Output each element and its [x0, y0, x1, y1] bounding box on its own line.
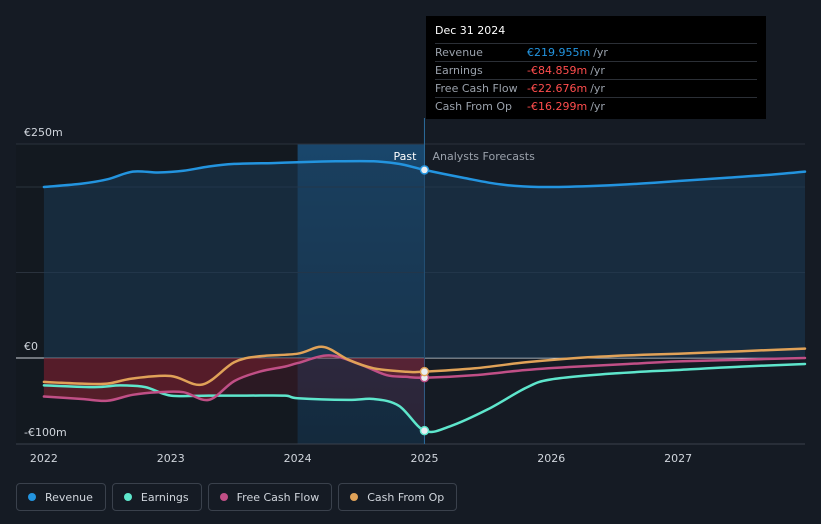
- line-earnings: [42, 362, 807, 434]
- tooltip-unit: /yr: [590, 64, 605, 77]
- legend-item-free-cash-flow[interactable]: Free Cash Flow: [207, 483, 333, 511]
- tooltip-value: -€22.676m: [527, 82, 588, 95]
- negative-area: [43, 355, 425, 401]
- y-axis-label: €250m: [24, 126, 63, 139]
- tooltip-unit: /yr: [590, 100, 605, 113]
- legend-item-cash-from-op[interactable]: Cash From Op: [338, 483, 458, 511]
- line-free-cash-flow: [42, 354, 807, 403]
- tooltip-row-earnings: Earnings -€84.859m /yr: [435, 61, 757, 79]
- marker-cash-from-op: [419, 366, 430, 377]
- tooltip: Dec 31 2024 Revenue €219.955m /yr Earnin…: [426, 16, 766, 119]
- tooltip-row-revenue: Revenue €219.955m /yr: [435, 43, 757, 61]
- line-cash-from-op: [42, 345, 807, 387]
- tooltip-label: Free Cash Flow: [435, 82, 518, 95]
- y-axis-label: €0: [24, 340, 38, 353]
- past-label: Past: [394, 150, 418, 163]
- x-tick-label: 2024: [284, 452, 312, 465]
- tooltip-unit: /yr: [593, 46, 608, 59]
- x-tick-label: 2026: [537, 452, 565, 465]
- tooltip-label: Cash From Op: [435, 100, 513, 113]
- legend-dot-icon: [350, 493, 359, 501]
- marker-earnings: [419, 425, 430, 436]
- x-tick-label: 2027: [664, 452, 692, 465]
- tooltip-value: -€84.859m: [527, 64, 588, 77]
- tooltip-label: Earnings: [435, 64, 483, 77]
- tooltip-label: Revenue: [435, 46, 483, 59]
- legend-item-earnings[interactable]: Earnings: [111, 483, 202, 511]
- legend-label: Cash From Op: [367, 490, 445, 504]
- tooltip-value: €219.955m: [527, 46, 591, 59]
- legend-dot-icon: [28, 493, 36, 501]
- legend-label: Revenue: [45, 490, 93, 504]
- legend-label: Free Cash Flow: [236, 490, 320, 504]
- y-axis-label: -€100m: [24, 426, 67, 439]
- legend-item-revenue[interactable]: Revenue: [16, 483, 106, 511]
- revenue-area: [43, 161, 805, 358]
- tooltip-unit: /yr: [590, 82, 605, 95]
- tooltip-row-free-cash-flow: Free Cash Flow -€22.676m /yr: [435, 79, 757, 97]
- tooltip-row-cash-from-op: Cash From Op -€16.299m /yr: [435, 97, 757, 115]
- legend-dot-icon: [123, 493, 132, 501]
- tooltip-value: -€16.299m: [527, 100, 588, 113]
- marker-revenue: [419, 165, 430, 175]
- x-tick-label: 2022: [30, 452, 58, 465]
- forecast-label: Analysts Forecasts: [432, 150, 535, 163]
- x-tick-label: 2023: [157, 452, 185, 465]
- legend-dot-icon: [219, 493, 228, 501]
- tooltip-date: Dec 31 2024: [435, 24, 506, 37]
- legend: Revenue Earnings Free Cash Flow Cash Fro…: [16, 483, 458, 511]
- legend-label: Earnings: [140, 490, 189, 504]
- line-revenue: [42, 159, 807, 189]
- x-tick-label: 2025: [410, 452, 438, 465]
